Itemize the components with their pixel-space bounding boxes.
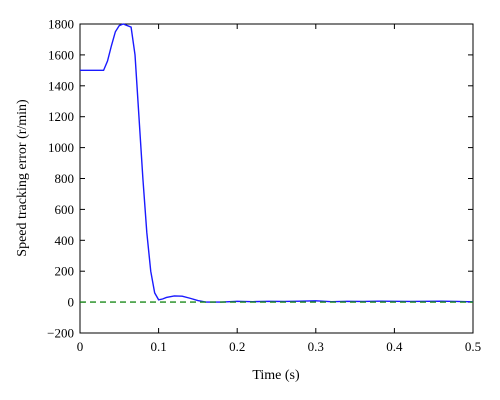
y-tick-label: 600 bbox=[55, 202, 75, 217]
y-axis-title: Speed tracking error (r/min) bbox=[15, 99, 30, 257]
y-tick-label: 200 bbox=[55, 264, 75, 279]
x-axis-title: Time (s) bbox=[252, 368, 300, 383]
y-tick-label: 1600 bbox=[48, 47, 74, 62]
x-tick-label: 0.4 bbox=[386, 339, 403, 354]
x-tick-label: 0.5 bbox=[465, 339, 481, 354]
y-tick-label: 1000 bbox=[48, 140, 74, 155]
y-tick-label: 0 bbox=[68, 295, 75, 310]
y-tick-label: 1800 bbox=[48, 17, 74, 32]
x-tick-label: 0.2 bbox=[229, 339, 245, 354]
y-tick-label: 1200 bbox=[48, 109, 74, 124]
speed-error-line bbox=[80, 23, 474, 303]
x-tick-label: 0 bbox=[77, 339, 84, 354]
y-tick-label: 400 bbox=[55, 233, 75, 248]
y-tick-label: 800 bbox=[55, 171, 75, 186]
y-tick-label: −200 bbox=[47, 326, 74, 341]
series-layer bbox=[80, 23, 474, 303]
x-axis-ticks: 0 0.1 0.2 0.3 0.4 0.5 bbox=[77, 24, 481, 354]
y-tick-label: 1400 bbox=[48, 78, 74, 93]
y-axis-ticks: −200 0 200 400 600 800 1000 1200 1400 1600 1800 bbox=[47, 17, 473, 341]
x-tick-label: 0.1 bbox=[150, 339, 166, 354]
plot-area bbox=[79, 23, 474, 334]
x-tick-label: 0.3 bbox=[308, 339, 324, 354]
